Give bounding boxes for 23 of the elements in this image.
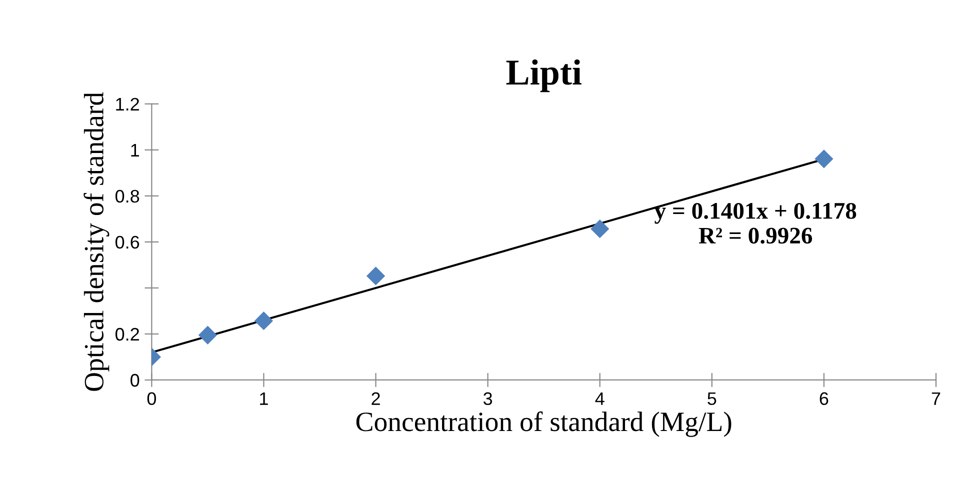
point xyxy=(590,220,610,238)
y-tick-label: 0 xyxy=(130,374,140,387)
y-tick-label: 0.8 xyxy=(115,190,140,203)
point xyxy=(366,266,386,286)
x-tick-label: 7 xyxy=(932,392,940,405)
x-tick-label: 5 xyxy=(708,392,716,406)
point xyxy=(198,326,218,344)
chart-title: Lipti xyxy=(506,59,582,92)
y-tick-label: 1.2 xyxy=(116,98,139,110)
x-tick-label: 3 xyxy=(483,392,492,406)
x-tick-label: 6 xyxy=(820,392,828,406)
x-tick-label: 0 xyxy=(147,392,156,406)
y-tick-label: 0.2 xyxy=(115,328,139,341)
x-axis-title: Concentration of standard (Mg/L) xyxy=(356,411,732,437)
point xyxy=(814,150,834,168)
y-tick-label: 1 xyxy=(131,144,139,156)
x-tick-label: 2 xyxy=(372,392,380,405)
y-axis-title: Optical density of standard xyxy=(84,92,110,391)
annotation: y = 0.1401x + 0.1178 R² = 0.9926 xyxy=(654,202,856,244)
point xyxy=(254,312,274,330)
x-tick-label: 4 xyxy=(595,392,604,405)
x-tick-label: 1 xyxy=(260,392,268,405)
y-tick-label: 0.6 xyxy=(115,236,140,249)
